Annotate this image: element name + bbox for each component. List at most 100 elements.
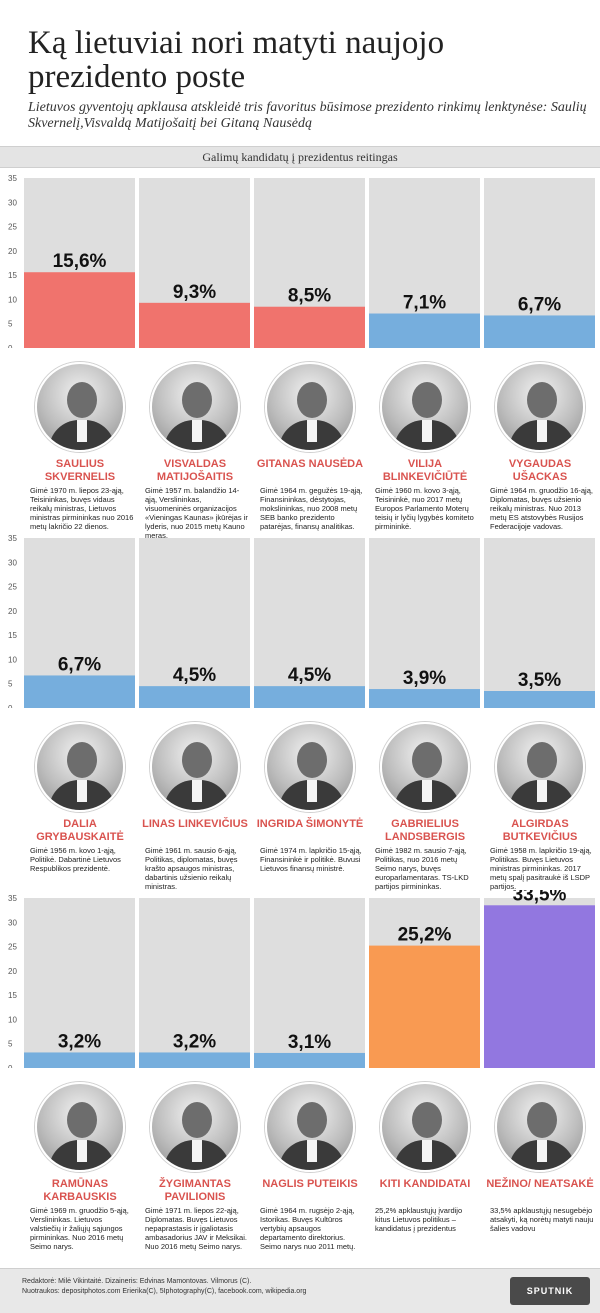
photo-collar	[422, 780, 432, 802]
candidate-bio: Gimė 1960 m. kovo 3-ąją, Teisininkė, nuo…	[375, 486, 474, 531]
y-tick-label: 10	[8, 1015, 17, 1024]
page-subtitle: Lietuvos gyventojų apklausa atskleidė tr…	[28, 100, 587, 131]
photo-collar	[307, 1140, 317, 1162]
candidate-bio: Gimė 1964 m. gruodžio 16-ąją, Diplomatas…	[490, 486, 593, 531]
photo-head	[297, 382, 327, 418]
candidate-card: KITI KANDIDATAI 25,2% apklaustųjų įvardij…	[369, 1082, 481, 1257]
candidate-card: RAMŪNAS KARBAUSKIS Gimė 1969 m. gruodžio …	[24, 1082, 136, 1257]
value-label: 8,5%	[288, 286, 331, 307]
photo-head	[67, 1102, 97, 1138]
sputnik-logo: SPUTNIK	[510, 1277, 590, 1305]
credits: Redaktorė: Milė Vikintaitė. Dizaineris: …	[22, 1277, 492, 1297]
value-label: 3,2%	[58, 1031, 101, 1052]
candidate-bio: Gimė 1964 m. gegužės 19-ąją, Finansinink…	[260, 486, 363, 531]
candidate-name: RAMŪNAS KARBAUSKIS	[43, 1178, 117, 1203]
photo-head	[182, 1102, 212, 1138]
candidate-bio: 25,2% apklaustųjų įvardijo kitus Lietuvo…	[375, 1206, 463, 1233]
candidate-bio: 33,5% apklaustųjų nesugebėjo atsakyti, k…	[490, 1206, 594, 1233]
photo-head	[412, 742, 442, 778]
candidate-photo	[495, 722, 585, 812]
candidate-bio: Gimė 1969 m. gruodžio 5-ąją, Verslininka…	[30, 1206, 129, 1251]
candidate-photo	[265, 722, 355, 812]
candidate-name: LINAS LINKEVIČIUS	[142, 818, 248, 830]
photo-collar	[307, 780, 317, 802]
candidate-card: ALGIRDAS BUTKEVIČIUS Gimė 1958 m. lapkrič…	[484, 722, 596, 897]
photo-collar	[192, 780, 202, 802]
candidate-photo	[35, 722, 125, 812]
column-background	[254, 538, 365, 708]
y-tick-label: 20	[8, 247, 17, 256]
bar	[254, 686, 365, 708]
candidate-photo	[380, 1082, 470, 1172]
value-label: 15,6%	[53, 251, 107, 272]
candidate-bio: Gimė 1957 m. balandžio 14-ąją, Verslinin…	[145, 486, 248, 540]
bar-chart-3: 0 5 10 15 20 25 30 35 3,2% 3,2% 3,1% 25,2% 33,5%	[8, 890, 595, 1068]
candidate-bio: Gimė 1971 m. liepos 22-ąją, Diplomatas. …	[145, 1206, 247, 1251]
photo-collar	[77, 780, 87, 802]
value-label: 9,3%	[173, 282, 216, 303]
candidate-photo	[265, 1082, 355, 1172]
y-tick-label: 25	[8, 223, 17, 232]
candidate-photo	[380, 362, 470, 452]
y-tick-label: 30	[8, 918, 17, 927]
candidate-name: KITI KANDIDATAI	[379, 1178, 471, 1190]
bar	[139, 302, 250, 348]
chart-heading: Galimų kandidatų į prezidentus reitingas	[0, 146, 600, 168]
value-label: 6,7%	[58, 654, 101, 675]
bar	[139, 1052, 250, 1068]
candidate-card: LINAS LINKEVIČIUS Gimė 1961 m. sausio 6-ą…	[139, 722, 251, 897]
bar	[369, 313, 480, 348]
y-tick-label: 20	[8, 967, 17, 976]
credits-line-2: Nuotraukos: depositphotos.com Erierika(C…	[22, 1288, 307, 1295]
candidate-row-3: RAMŪNAS KARBAUSKIS Gimė 1969 m. gruodžio …	[0, 1082, 600, 1257]
candidate-card: NEŽINO/ NEATSAKĖ 33,5% apklaustųjų nesuge…	[484, 1082, 596, 1257]
candidate-photo	[150, 722, 240, 812]
photo-head	[297, 1102, 327, 1138]
candidate-row-2: DALIA GRYBAUSKAITĖ Gimė 1956 m. kovo 1-ąj…	[0, 722, 600, 897]
value-label: 4,5%	[173, 665, 216, 686]
bar	[24, 675, 135, 708]
y-tick-label: 5	[8, 680, 13, 689]
candidate-name: VYGAUDAS UŠACKAS	[508, 458, 572, 483]
candidate-name: DALIA GRYBAUSKAITĖ	[36, 818, 124, 843]
photo-head	[412, 382, 442, 418]
photo-collar	[422, 420, 432, 442]
candidate-bio: Gimė 1956 m. kovo 1-ąją, Politikė. Dabar…	[30, 846, 121, 873]
value-label: 6,7%	[518, 294, 561, 315]
y-tick-label: 30	[8, 558, 17, 567]
candidate-photo	[150, 1082, 240, 1172]
page-title: Ką lietuviai nori matyti naujojo prezide…	[28, 25, 445, 95]
photo-head	[182, 742, 212, 778]
candidate-card: GITANAS NAUSĖDA Gimė 1964 m. gegužės 19-ą…	[254, 362, 366, 537]
candidate-card: INGRIDA ŠIMONYTĖ Gimė 1974 m. lapkričio 1…	[254, 722, 366, 897]
value-label: 7,1%	[403, 293, 446, 314]
candidate-name: VILIJA BLINKEVIČIŪTĖ	[382, 458, 468, 483]
candidate-name: GITANAS NAUSĖDA	[256, 458, 364, 470]
candidate-name: ŽYGIMANTAS PAVILIONIS	[159, 1178, 231, 1203]
column-background	[369, 538, 480, 708]
photo-head	[182, 382, 212, 418]
photo-head	[412, 1102, 442, 1138]
bar	[369, 945, 480, 1068]
candidate-bio: Gimė 1970 m. liepos 23-ąją, Teisininkas,…	[30, 486, 134, 531]
bar	[254, 1052, 365, 1068]
bar	[484, 315, 595, 348]
y-tick-label: 15	[8, 631, 17, 640]
candidate-photo	[35, 1082, 125, 1172]
candidate-name: ALGIRDAS BUTKEVIČIUS	[502, 818, 578, 843]
candidate-name: NAGLIS PUTEIKIS	[262, 1178, 358, 1190]
photo-collar	[192, 1140, 202, 1162]
candidate-name: SAULIUS SKVERNELIS	[44, 458, 116, 483]
chart-panel-2: 0 5 10 15 20 25 30 35 6,7% 4,5% 4,5% 3,9% 3,5%	[0, 530, 600, 708]
chart-panel-3: 0 5 10 15 20 25 30 35 3,2% 3,2% 3,1% 25,2% 33,5%	[0, 890, 600, 1068]
y-tick-label: 25	[8, 583, 17, 592]
candidate-photo	[380, 722, 470, 812]
y-tick-label: 0	[8, 1064, 13, 1068]
value-label: 4,5%	[288, 665, 331, 686]
y-tick-label: 15	[8, 991, 17, 1000]
bar-chart-2: 0 5 10 15 20 25 30 35 6,7% 4,5% 4,5% 3,9% 3,5%	[8, 534, 595, 708]
bar	[139, 686, 250, 708]
candidate-name: INGRIDA ŠIMONYTĖ	[256, 818, 364, 830]
candidate-bio: Gimė 1982 m. sausio 7-ąją, Politikas, nu…	[375, 846, 469, 891]
candidate-name: GABRIELIUS LANDSBERGIS	[384, 818, 466, 843]
